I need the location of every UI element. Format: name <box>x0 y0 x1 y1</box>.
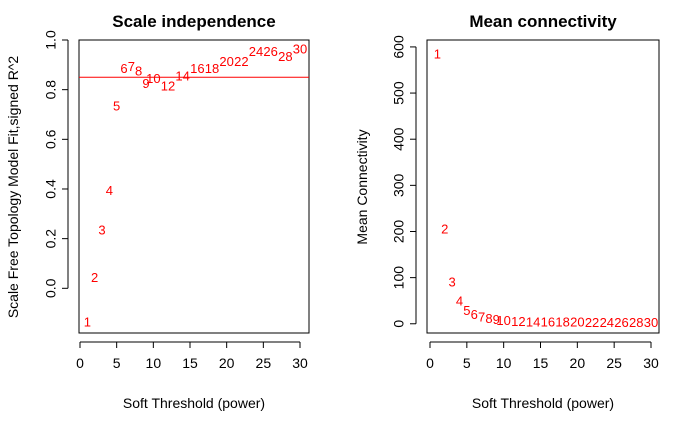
data-point-label: 7 <box>478 310 485 325</box>
data-point-label: 3 <box>448 275 455 290</box>
plot-frame <box>426 39 660 334</box>
data-point-label: 8 <box>485 311 492 326</box>
data-point-label: 9 <box>493 312 500 327</box>
y-tick-label: 0.0 <box>43 278 59 298</box>
x-axis: 0 5 10 15 20 25 30 <box>426 341 659 371</box>
x-axis-label: Soft Threshold (power) <box>472 395 614 411</box>
x-tick-label: 0 <box>76 355 84 371</box>
x-tick-label: 15 <box>533 355 549 371</box>
x-tick-label: 25 <box>256 355 272 371</box>
data-point-label: 20 <box>219 54 233 69</box>
data-point-label: 14 <box>526 314 540 329</box>
x-tick-label: 0 <box>426 355 434 371</box>
data-point-label: 2 <box>91 270 98 285</box>
data-point-label: 28 <box>629 315 643 330</box>
plot-frame <box>78 39 310 334</box>
y-axis-label: Mean Connectivity <box>354 129 370 244</box>
data-point-label: 2 <box>441 222 448 237</box>
y-tick-label: 0.2 <box>43 229 59 249</box>
data-point-label: 24 <box>249 44 263 59</box>
x-axis: 0 5 10 15 20 25 30 <box>76 341 308 371</box>
y-tick-label: 100 <box>391 266 407 290</box>
data-point-label: 1 <box>434 47 441 62</box>
x-tick-label: 20 <box>219 355 235 371</box>
data-point-label: 10 <box>496 313 510 328</box>
x-tick-label: 25 <box>606 355 622 371</box>
data-point-label: 8 <box>135 64 142 79</box>
y-axis-label: Scale Free Topology Model Fit,signed R^2 <box>5 56 21 319</box>
data-point-label: 22 <box>234 54 248 69</box>
data-point-label: 18 <box>555 315 569 330</box>
data-point-label: 20 <box>570 315 584 330</box>
data-point-label: 7 <box>128 59 135 74</box>
y-tick-label: 0.6 <box>43 129 59 149</box>
data-point-label: 12 <box>161 79 175 94</box>
x-tick-label: 20 <box>570 355 586 371</box>
y-tick-label: 300 <box>391 173 407 197</box>
data-point-label: 28 <box>278 49 292 64</box>
data-point-label: 6 <box>471 307 478 322</box>
data-point-label: 4 <box>456 294 463 309</box>
x-tick-label: 10 <box>146 355 162 371</box>
x-tick-label: 5 <box>463 355 471 371</box>
chart-title: Mean connectivity <box>469 12 617 31</box>
y-tick-label: 0.4 <box>43 179 59 199</box>
data-point-label: 24 <box>600 315 614 330</box>
y-axis: 0 100 200 300 400 500 600 <box>391 35 417 328</box>
data-point-label: 9 <box>142 76 149 91</box>
data-point-label: 30 <box>293 41 307 56</box>
x-tick-label: 15 <box>182 355 198 371</box>
x-tick-label: 5 <box>113 355 121 371</box>
x-tick-label: 30 <box>643 355 659 371</box>
y-tick-label: 0 <box>391 320 407 328</box>
data-point-label: 26 <box>263 44 277 59</box>
x-tick-label: 10 <box>496 355 512 371</box>
data-point-label: 14 <box>175 69 189 84</box>
data-point-label: 6 <box>120 61 127 76</box>
data-point-label: 5 <box>113 98 120 113</box>
chart-title: Scale independence <box>112 12 275 31</box>
data-point-label: 4 <box>106 183 113 198</box>
y-tick-label: 400 <box>391 127 407 151</box>
data-point-label: 10 <box>146 71 160 86</box>
x-tick-label: 30 <box>292 355 308 371</box>
data-point-label: 30 <box>644 315 658 330</box>
data-point-label: 18 <box>205 61 219 76</box>
data-point-label: 22 <box>585 315 599 330</box>
panel-scale-independence: Scale independence Soft Threshold (power… <box>5 12 310 411</box>
y-tick-label: 0.8 <box>43 80 59 100</box>
y-tick-label: 600 <box>391 35 407 59</box>
data-point-label: 3 <box>98 223 105 238</box>
y-axis: 0.0 0.2 0.4 0.6 0.8 1.0 <box>43 30 69 298</box>
y-tick-label: 1.0 <box>43 30 59 50</box>
data-point-label: 1 <box>84 315 91 330</box>
data-point-label: 12 <box>511 314 525 329</box>
data-point-label: 5 <box>463 303 470 318</box>
panel-mean-connectivity: Mean connectivity Soft Threshold (power)… <box>354 12 660 411</box>
data-point-label: 26 <box>614 315 628 330</box>
x-axis-label: Soft Threshold (power) <box>123 395 265 411</box>
y-tick-label: 500 <box>391 81 407 105</box>
data-point-label: 16 <box>190 61 204 76</box>
data-point-label: 16 <box>541 315 555 330</box>
y-tick-label: 200 <box>391 220 407 244</box>
